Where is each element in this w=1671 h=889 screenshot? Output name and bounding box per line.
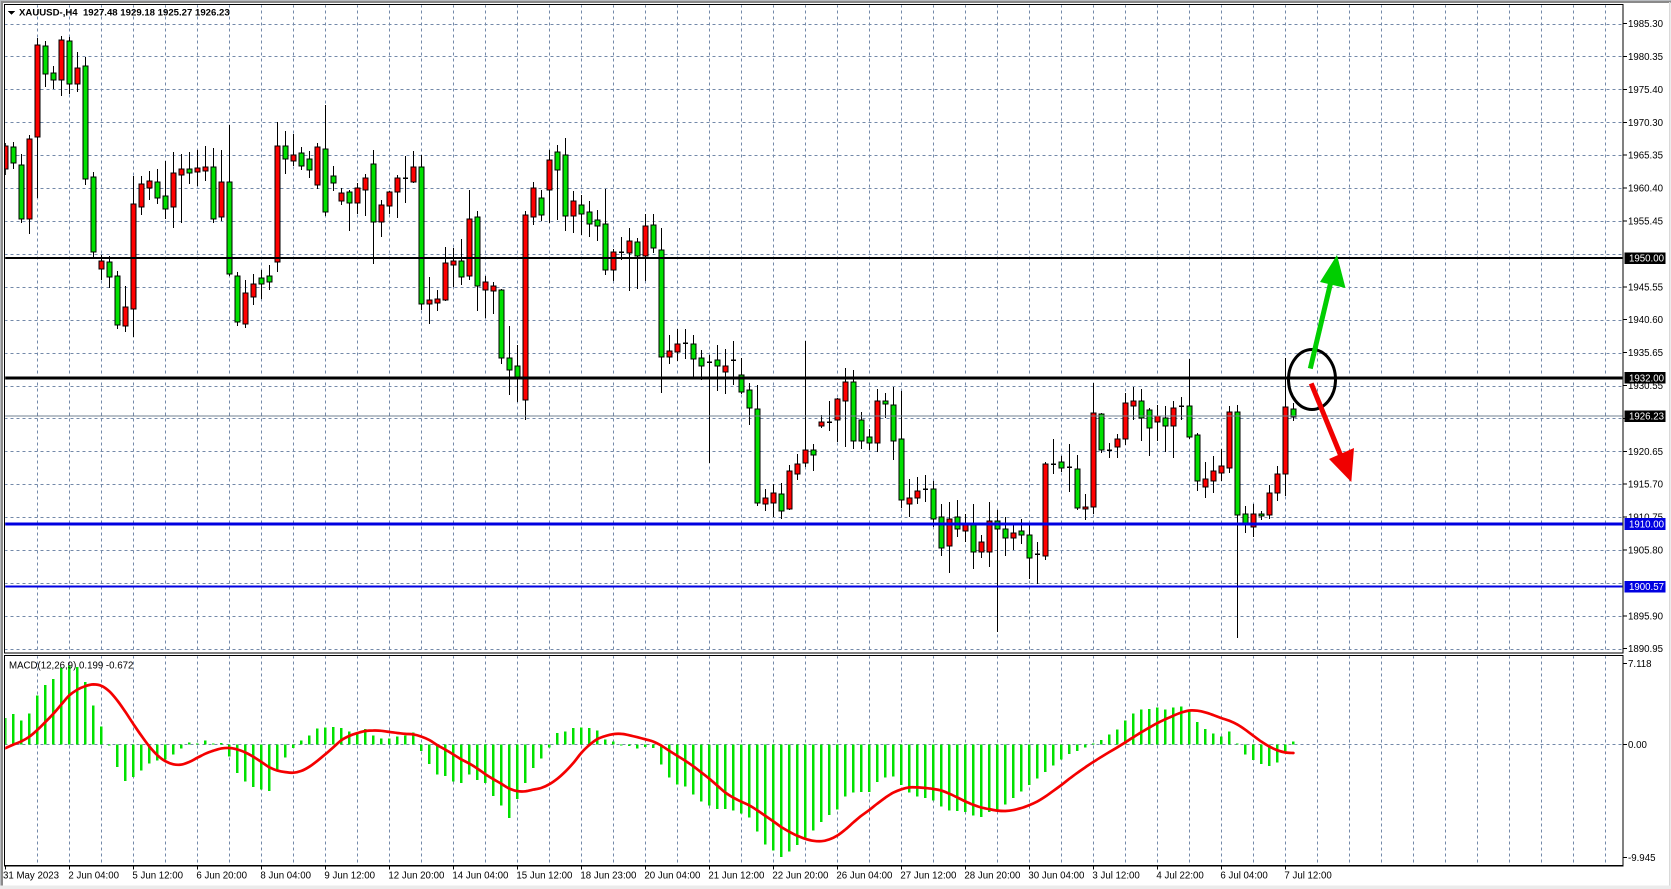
svg-text:1915.70: 1915.70: [1628, 480, 1664, 491]
svg-text:26 Jun 04:00: 26 Jun 04:00: [836, 871, 893, 882]
svg-text:1920.65: 1920.65: [1628, 447, 1663, 458]
svg-text:21 Jun 12:00: 21 Jun 12:00: [708, 871, 765, 882]
svg-text:15 Jun 12:00: 15 Jun 12:00: [516, 871, 573, 882]
svg-text:0.00: 0.00: [1628, 740, 1647, 751]
svg-text:27 Jun 12:00: 27 Jun 12:00: [900, 871, 957, 882]
svg-text:2 Jun 04:00: 2 Jun 04:00: [68, 871, 119, 882]
svg-text:MACD(12,26,9) 0.199 -0.672: MACD(12,26,9) 0.199 -0.672: [9, 661, 133, 672]
svg-text:1970.30: 1970.30: [1628, 118, 1664, 129]
svg-text:1945.55: 1945.55: [1628, 282, 1663, 293]
svg-text:1940.60: 1940.60: [1628, 315, 1664, 326]
svg-text:1895.90: 1895.90: [1628, 611, 1664, 622]
svg-text:1935.65: 1935.65: [1628, 348, 1663, 359]
svg-text:14 Jun 04:00: 14 Jun 04:00: [452, 871, 509, 882]
svg-text:7 Jul 12:00: 7 Jul 12:00: [1284, 871, 1332, 882]
svg-text:1890.95: 1890.95: [1628, 644, 1663, 655]
svg-text:1985.30: 1985.30: [1628, 19, 1664, 30]
svg-text:22 Jun 20:00: 22 Jun 20:00: [772, 871, 829, 882]
svg-text:5 Jun 12:00: 5 Jun 12:00: [132, 871, 183, 882]
svg-text:1910.00: 1910.00: [1629, 520, 1665, 531]
svg-text:1910.75: 1910.75: [1628, 513, 1663, 524]
svg-text:1930.55: 1930.55: [1628, 381, 1663, 392]
svg-text:1980.35: 1980.35: [1628, 52, 1663, 63]
svg-text:1932.00: 1932.00: [1629, 373, 1665, 384]
svg-text:12 Jun 20:00: 12 Jun 20:00: [388, 871, 445, 882]
svg-text:1965.35: 1965.35: [1628, 151, 1663, 162]
svg-text:28 Jun 20:00: 28 Jun 20:00: [964, 871, 1021, 882]
svg-text:1905.80: 1905.80: [1628, 546, 1664, 557]
svg-text:7.118: 7.118: [1628, 659, 1652, 670]
svg-text:3 Jul 12:00: 3 Jul 12:00: [1092, 871, 1140, 882]
svg-text:1926.23: 1926.23: [1629, 412, 1664, 423]
svg-text:6 Jun 20:00: 6 Jun 20:00: [196, 871, 247, 882]
svg-text:1900.57: 1900.57: [1629, 582, 1664, 593]
svg-text:1960.40: 1960.40: [1628, 184, 1664, 195]
svg-text:1950.00: 1950.00: [1629, 254, 1665, 265]
svg-text:1955.45: 1955.45: [1628, 217, 1663, 228]
svg-text:9 Jun 12:00: 9 Jun 12:00: [324, 871, 375, 882]
svg-text:18 Jun 23:00: 18 Jun 23:00: [580, 871, 637, 882]
svg-text:4 Jul 22:00: 4 Jul 22:00: [1156, 871, 1204, 882]
svg-text:30 Jun 04:00: 30 Jun 04:00: [1028, 871, 1085, 882]
svg-text:1975.40: 1975.40: [1628, 85, 1664, 96]
svg-text:31 May 2023: 31 May 2023: [3, 871, 59, 882]
svg-text:6 Jul 04:00: 6 Jul 04:00: [1220, 871, 1268, 882]
svg-text:-9.945: -9.945: [1628, 853, 1655, 864]
svg-text:XAUUSD-,H4 1927.48 1929.18 19: XAUUSD-,H4 1927.48 1929.18 1925.27 1926.…: [19, 8, 230, 19]
svg-text:20 Jun 04:00: 20 Jun 04:00: [644, 871, 701, 882]
svg-text:8 Jun 04:00: 8 Jun 04:00: [260, 871, 311, 882]
